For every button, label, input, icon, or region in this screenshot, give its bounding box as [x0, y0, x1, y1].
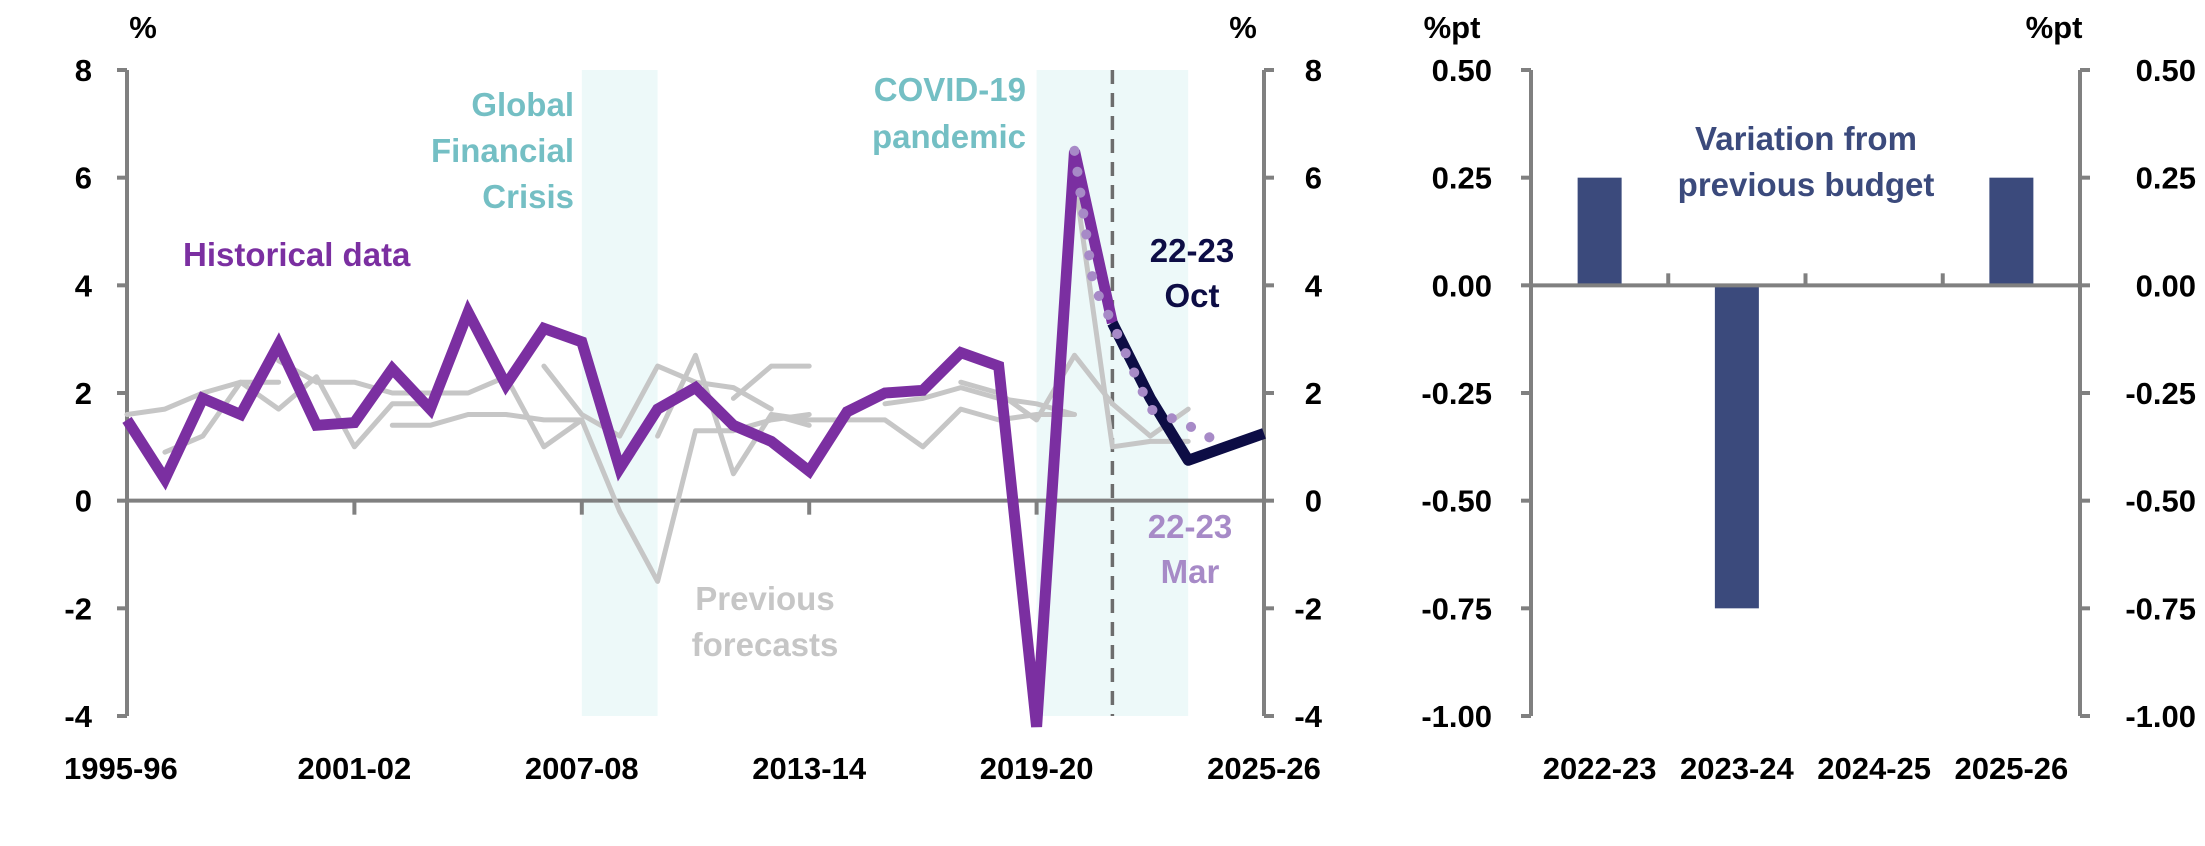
bar-left-y-tick-label: 0.50: [1432, 53, 1492, 88]
mar-label-line-1: 22-23: [1148, 508, 1232, 545]
line-chart: Global Financial Crisis COVID-19 pandemi…: [64, 10, 1323, 786]
bar-right-y-tick-label: -0.25: [2125, 376, 2196, 411]
bar-chart: 0.50 0.25 0.00 -0.25 -0.50 -0.75 -1.00 0.50 0.2…: [1421, 10, 2196, 786]
bar-left-y-tick-label: 0.25: [1432, 161, 1492, 196]
bar-left-y-tick-labels: 0.50 0.25 0.00 -0.25 -0.50 -0.75 -1.00: [1421, 53, 1492, 734]
right-y-tick-label: 2: [1305, 376, 1322, 411]
bar-left-y-tick-label: -1.00: [1421, 699, 1492, 734]
x-tick-label: 1995-96: [64, 751, 178, 786]
historical-data-line: [122, 149, 1118, 728]
bar-right-unit-label: %pt: [2026, 10, 2083, 45]
gfc-label-line-3: Crisis: [482, 178, 574, 215]
right-y-tick-label: 8: [1305, 53, 1322, 88]
bar-x-tick-marks: [1666, 273, 1945, 286]
bar-right-y-tick-label: 0.50: [2136, 53, 2196, 88]
oct-label-line-2: Oct: [1164, 277, 1219, 314]
variation-label-line-1: Variation from: [1695, 120, 1917, 157]
bar-2025-26: [1989, 177, 2034, 286]
mar-forecast-line: [1069, 145, 1232, 452]
right-y-tick-label: 6: [1305, 161, 1322, 196]
bar-right-y-tick-label: 0.25: [2136, 161, 2196, 196]
previous-forecast-line-7: [730, 363, 812, 401]
bar-category-labels: 2022-23 2023-24 2024-25 2025-26: [1543, 751, 2069, 786]
bar-left-y-tick-label: 0.00: [1432, 268, 1492, 303]
bar-left-y-tick-label: -0.25: [1421, 376, 1492, 411]
x-tick-label: 2007-08: [525, 751, 639, 786]
left-y-tick-labels: -4 -2 0 2 4 6 8: [64, 53, 92, 734]
right-y-tick-label: -2: [1294, 591, 1322, 626]
mar-label-line-2: Mar: [1161, 553, 1220, 590]
bar-2023-24: [1714, 285, 1759, 609]
x-tick-labels: 1995-96 2001-02 2007-08 2013-14 2019-20 2025-…: [64, 751, 1321, 786]
bar-left-y-tick-label: -0.75: [1421, 591, 1492, 626]
oct-label-line-1: 22-23: [1150, 232, 1234, 269]
left-y-tick-label: 6: [75, 161, 92, 196]
previous-forecasts-label-line-1: Previous: [695, 580, 834, 617]
right-y-tick-label: 4: [1305, 268, 1323, 303]
previous-forecast-line-3: [276, 358, 585, 450]
left-y-tick-label: 0: [75, 484, 92, 519]
right-y-tick-labels: -4 -2 0 2 4 6 8: [1294, 53, 1322, 734]
left-y-tick-label: -2: [64, 591, 92, 626]
previous-forecast-line-11: [1072, 175, 1191, 450]
bar-category-label: 2023-24: [1680, 751, 1795, 786]
historical-data-label: Historical data: [183, 236, 411, 273]
bar-right-y-tick-label: -1.00: [2125, 699, 2196, 734]
x-tick-marks: [125, 500, 1266, 515]
bar-right-y-tick-label: 0.00: [2136, 268, 2196, 303]
x-tick-label: 2019-20: [980, 751, 1094, 786]
bar-2022-23: [1577, 177, 1622, 286]
right-unit-label: %: [1229, 10, 1257, 45]
x-tick-label: 2001-02: [298, 751, 412, 786]
x-tick-label: 2025-26: [1207, 751, 1321, 786]
bar-category-label: 2024-25: [1817, 751, 1931, 786]
left-y-tick-label: 4: [75, 268, 93, 303]
previous-forecasts-label-line-2: forecasts: [692, 626, 839, 663]
variation-label-line-2: previous budget: [1678, 166, 1935, 203]
x-tick-label: 2013-14: [752, 751, 867, 786]
y-tick-marks: [117, 68, 1274, 718]
covid-label-line-2: pandemic: [872, 118, 1026, 155]
left-y-tick-label: 2: [75, 376, 92, 411]
left-unit-label: %: [129, 10, 157, 45]
bar-right-y-tick-label: -0.50: [2125, 484, 2196, 519]
bars: [1577, 177, 2034, 609]
previous-forecast-line-8: [768, 406, 1077, 450]
gfc-label-line-2: Financial: [431, 132, 574, 169]
previous-forecast-line-5: [541, 363, 774, 439]
right-y-tick-label: -4: [1294, 699, 1322, 734]
covid-label-line-1: COVID-19: [874, 71, 1026, 108]
bar-right-y-tick-labels: 0.50 0.25 0.00 -0.25 -0.50 -0.75 -1.00: [2125, 53, 2196, 734]
bar-y-tick-marks: [1521, 68, 2090, 718]
right-y-tick-label: 0: [1305, 484, 1322, 519]
left-y-tick-label: 8: [75, 53, 92, 88]
bar-category-label: 2022-23: [1543, 751, 1657, 786]
bar-left-y-tick-label: -0.50: [1421, 484, 1492, 519]
bar-right-y-tick-label: -0.75: [2125, 591, 2196, 626]
gfc-label-line-1: Global: [471, 86, 574, 123]
bar-category-label: 2025-26: [1954, 751, 2068, 786]
bar-left-unit-label: %pt: [1424, 10, 1481, 45]
left-y-tick-label: -4: [64, 699, 92, 734]
